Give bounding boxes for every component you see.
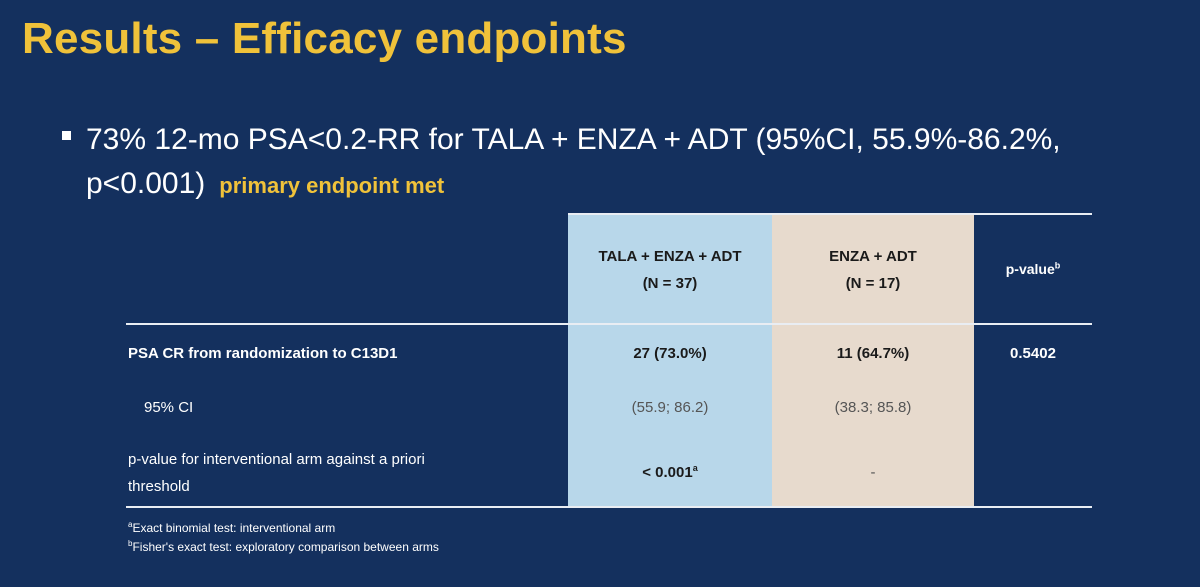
footnote-a-marker: a: [128, 520, 133, 529]
bullet-line-2: p<0.001) primary endpoint met: [86, 162, 1061, 208]
cell-psa-cr-enza: 11 (64.7%): [836, 345, 910, 362]
bullet-line-2-text: p<0.001): [86, 167, 206, 200]
primary-endpoint-highlight: primary endpoint met: [219, 173, 445, 198]
column-header-pvalue: p-valueb: [974, 256, 1092, 283]
bullet-text: 73% 12-mo PSA<0.2-RR for TALA + ENZA + A…: [86, 118, 1061, 208]
cell-p-interventional-enza: -: [870, 464, 876, 481]
column-header-enza: ENZA + ADT (N = 17): [772, 243, 974, 297]
cell-psa-cr-pvalue: 0.5402: [1010, 345, 1056, 362]
footnote-b-marker: b: [128, 539, 133, 548]
column-header-enza-name: ENZA + ADT: [829, 248, 917, 265]
footnote-b: bFisher's exact test: exploratory compar…: [128, 539, 439, 556]
footnote-a: aExact binomial test: interventional arm: [128, 520, 335, 537]
cell-psa-cr-tala: 27 (73.0%): [633, 345, 707, 362]
cell-p-interventional-tala-value: < 0.001: [642, 464, 693, 481]
column-header-pvalue-sup: b: [1054, 260, 1061, 271]
column-header-tala: TALA + ENZA + ADT (N = 37): [568, 243, 772, 297]
enza-column-background: [772, 213, 974, 508]
row-label-p-interventional: p-value for interventional arm against a…: [128, 446, 548, 500]
column-header-pvalue-label: p-value: [1005, 261, 1055, 277]
row-label-p-interventional-line1: p-value for interventional arm against a…: [128, 451, 425, 468]
table-bottom-rule: [126, 506, 1092, 508]
table-header-rule: [126, 323, 1092, 325]
row-label-p-interventional-line2: threshold: [128, 478, 190, 495]
cell-p-interventional-tala-sup: a: [692, 463, 698, 473]
tala-column-background: [568, 213, 772, 508]
cell-p-interventional-tala: < 0.001a: [568, 459, 772, 486]
row-label-ci: 95% CI: [144, 399, 194, 416]
bullet-line-1: 73% 12-mo PSA<0.2-RR for TALA + ENZA + A…: [86, 123, 1061, 156]
row-label-psa-cr: PSA CR from randomization to C13D1: [128, 345, 398, 362]
footnote-b-text: Fisher's exact test: exploratory compari…: [132, 540, 439, 554]
column-header-tala-n: (N = 37): [642, 275, 698, 292]
bullet-square-icon: [62, 131, 71, 140]
cell-ci-tala: (55.9; 86.2): [631, 399, 709, 416]
column-header-tala-name: TALA + ENZA + ADT: [598, 248, 742, 265]
table-top-rule: [568, 213, 1092, 215]
cell-ci-enza: (38.3; 85.8): [834, 399, 912, 416]
slide-title: Results – Efficacy endpoints: [22, 14, 627, 63]
footnote-a-text: Exact binomial test: interventional arm: [132, 521, 336, 535]
column-header-enza-n: (N = 17): [845, 275, 901, 292]
